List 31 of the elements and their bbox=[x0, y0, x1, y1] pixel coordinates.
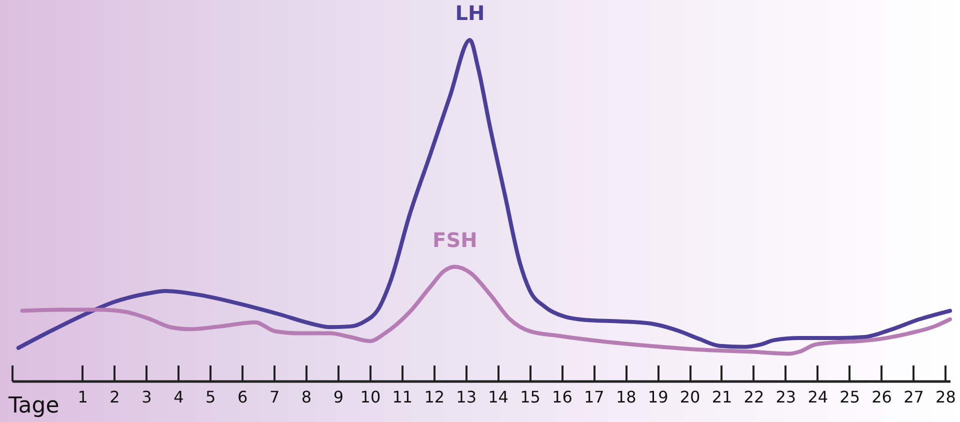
x-tick-label: 27 bbox=[904, 388, 924, 406]
series-label: LH bbox=[455, 1, 485, 25]
x-tick-label: 10 bbox=[360, 388, 381, 406]
x-tick-label: 13 bbox=[456, 388, 476, 406]
x-tick-label: 15 bbox=[520, 388, 540, 406]
x-tick-label: 20 bbox=[680, 388, 700, 406]
x-tick-label: 19 bbox=[648, 388, 668, 406]
x-tick-label: 8 bbox=[301, 388, 312, 406]
x-tick-label: 14 bbox=[488, 388, 508, 406]
x-axis-title: Tage bbox=[8, 394, 60, 418]
x-tick-label: 5 bbox=[206, 388, 216, 406]
x-tick-label: 17 bbox=[584, 388, 604, 406]
x-tick-label: 16 bbox=[552, 388, 572, 406]
x-tick-label: 11 bbox=[392, 388, 413, 406]
x-tick-label: 28 bbox=[936, 388, 956, 406]
series-label: FSH bbox=[432, 228, 478, 252]
x-tick-label: 3 bbox=[142, 388, 152, 406]
x-tick-label: 22 bbox=[744, 388, 764, 406]
x-tick-label: 24 bbox=[808, 388, 828, 406]
x-tick-label: 18 bbox=[616, 388, 636, 406]
x-tick-label: 2 bbox=[110, 388, 120, 406]
x-tick-label: 4 bbox=[174, 388, 184, 406]
x-tick-label: 12 bbox=[424, 388, 445, 406]
x-tick-label: 26 bbox=[872, 388, 892, 406]
x-tick-label: 1 bbox=[78, 388, 88, 406]
x-tick-label: 7 bbox=[269, 388, 280, 406]
x-tick-label: 23 bbox=[776, 388, 796, 406]
x-tick-label: 9 bbox=[333, 388, 344, 406]
x-tick-label: 21 bbox=[712, 388, 732, 406]
x-tick-label: 25 bbox=[840, 388, 860, 406]
x-tick-label: 6 bbox=[238, 388, 248, 406]
